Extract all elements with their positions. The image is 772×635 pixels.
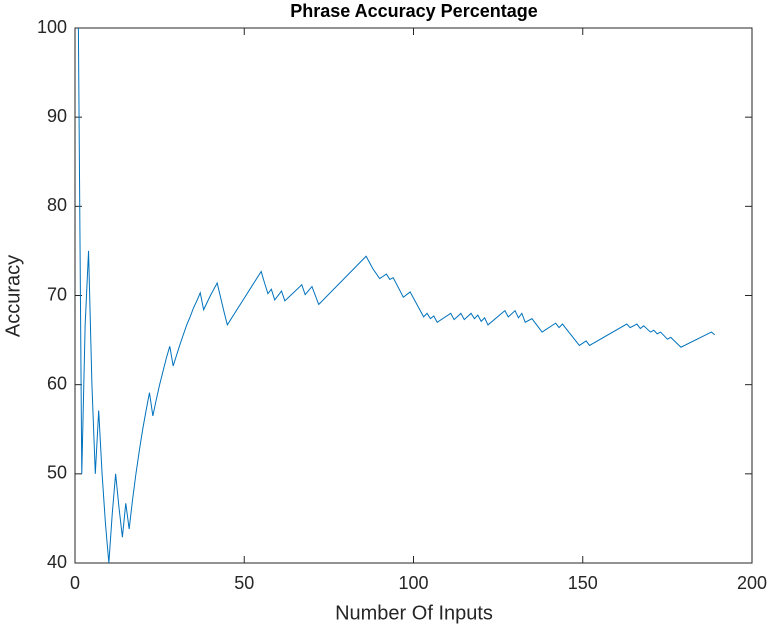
x-axis-label: Number Of Inputs: [335, 602, 493, 624]
y-tick-label: 40: [47, 552, 67, 572]
x-tick-label: 50: [234, 573, 254, 593]
x-tick-label: 150: [568, 573, 598, 593]
x-tick-label: 0: [70, 573, 80, 593]
x-tick-label: 100: [398, 573, 428, 593]
axes-box: [74, 27, 753, 564]
y-tick-label: 100: [37, 17, 67, 37]
y-tick-label: 70: [47, 284, 67, 304]
y-tick-label: 90: [47, 106, 67, 126]
x-tick-label: 200: [737, 573, 767, 593]
y-axis-label: Accuracy: [2, 255, 24, 337]
y-tick-label: 80: [47, 195, 67, 215]
line-series: [77, 27, 716, 564]
y-tick-label: 60: [47, 373, 67, 393]
chart-title: Phrase Accuracy Percentage: [290, 1, 537, 21]
y-tick-label: 50: [47, 463, 67, 483]
